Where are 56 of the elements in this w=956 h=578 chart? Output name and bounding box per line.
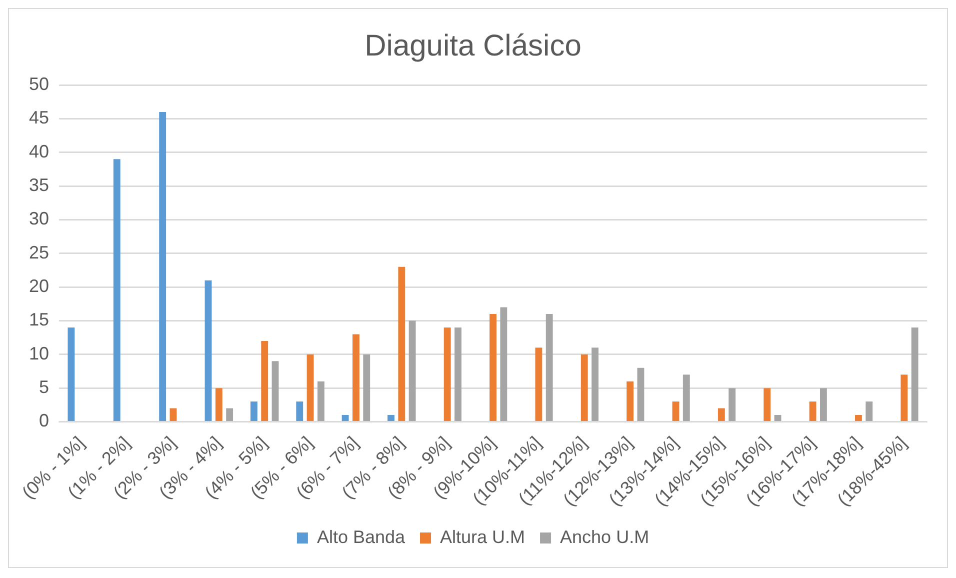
bar: [580, 354, 588, 422]
bar: [408, 320, 416, 422]
bar: [626, 381, 634, 422]
bar: [500, 307, 508, 422]
bar: [637, 368, 644, 422]
bar: [363, 354, 370, 422]
bar: [682, 374, 690, 422]
legend-label: Ancho U.M: [560, 526, 650, 547]
bar: [272, 361, 279, 422]
bar: [820, 388, 827, 422]
bar: [718, 408, 725, 422]
y-tick-label: 25: [28, 242, 50, 262]
legend-label: Altura U.M: [440, 526, 526, 547]
bar: [490, 314, 496, 422]
bar: [113, 159, 120, 422]
bar: [306, 354, 314, 422]
bar: [728, 388, 736, 422]
bar: [215, 388, 222, 422]
bar: [911, 327, 918, 422]
y-tick-label: 50: [28, 74, 50, 94]
bar: [855, 415, 862, 422]
y-tick-label: 20: [28, 276, 50, 296]
bar: [535, 348, 542, 422]
bar: [226, 408, 234, 422]
bar: [592, 348, 598, 422]
bar: [672, 402, 680, 422]
y-tick-label: 45: [28, 108, 50, 128]
bar: [764, 388, 771, 422]
bar: [352, 334, 360, 422]
bar: [261, 340, 268, 422]
y-tick-label: 40: [28, 141, 50, 162]
y-tick-label: 10: [28, 343, 50, 364]
bar: [296, 402, 304, 422]
bar: [774, 415, 782, 422]
bar: [809, 402, 816, 422]
bar: [398, 266, 406, 422]
bar: [866, 402, 873, 422]
y-tick-label: 5: [39, 377, 50, 398]
bar: [250, 402, 258, 422]
y-tick-label: 35: [28, 175, 50, 195]
bar: [900, 374, 908, 422]
bar: [444, 327, 451, 422]
bar: [546, 314, 553, 422]
bar: [317, 381, 324, 422]
bar: [170, 408, 177, 422]
bar: [204, 280, 212, 422]
bar: [454, 327, 462, 422]
bar: [68, 327, 75, 422]
legend-label: Alto Banda: [316, 526, 406, 547]
y-tick-label: 30: [28, 208, 50, 229]
bar: [388, 415, 394, 422]
chart-title: Diaguita Clásico: [364, 29, 582, 62]
y-tick-label: 0: [39, 410, 50, 431]
bar: [159, 112, 166, 422]
y-tick-label: 15: [28, 310, 50, 330]
bar: [342, 415, 349, 422]
